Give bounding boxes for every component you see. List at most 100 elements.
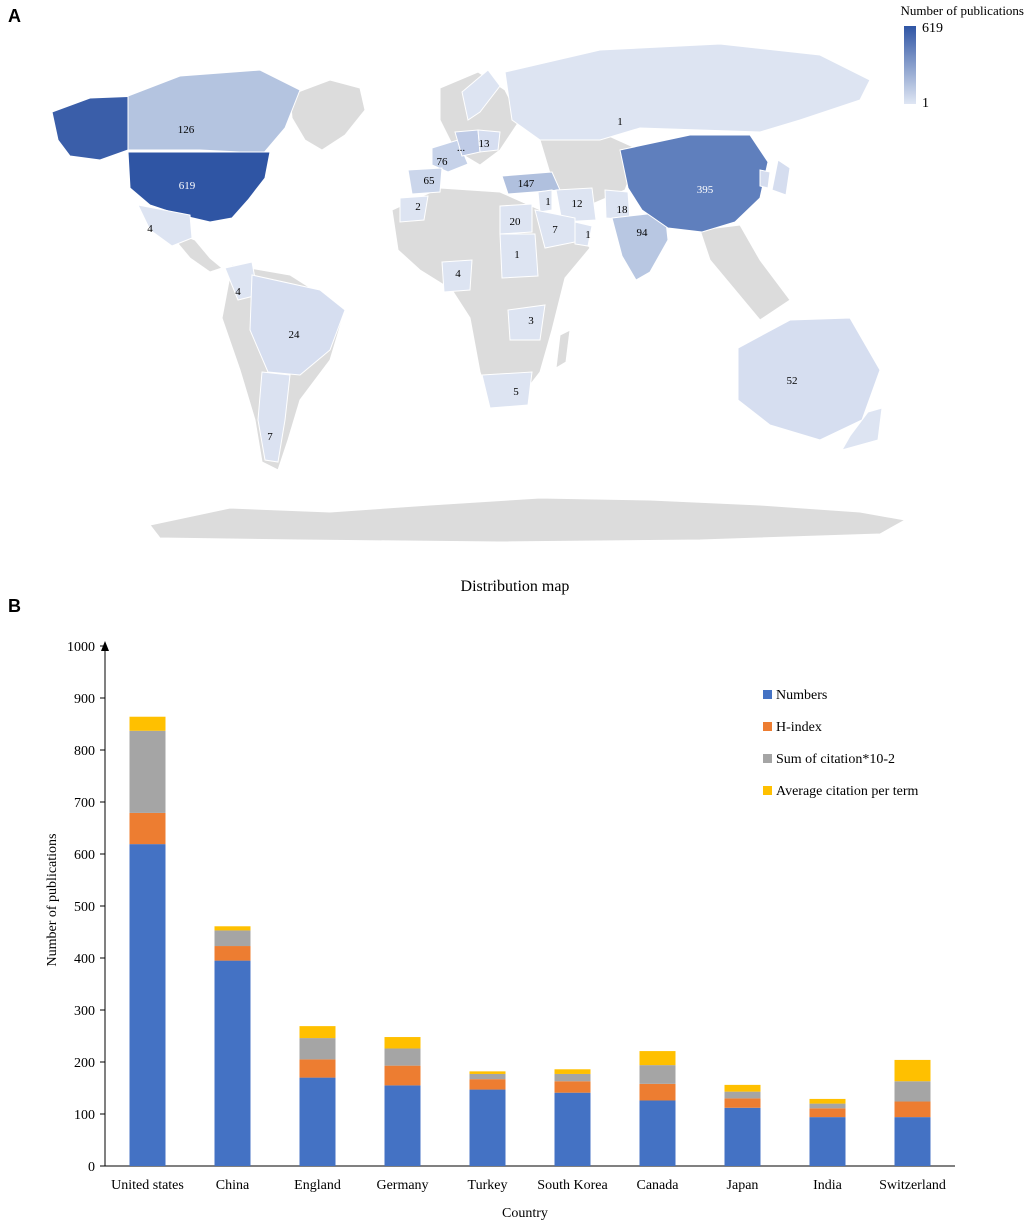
- map-morocco: [399, 195, 429, 223]
- bar-segment: [384, 1048, 421, 1066]
- legend-label: Average citation per term: [776, 784, 919, 799]
- map-value-label: 2: [415, 201, 421, 213]
- map-value-label: 24: [289, 329, 301, 341]
- bar-segment: [299, 1026, 336, 1039]
- bar-segment: [129, 730, 166, 813]
- map-antarctica: [149, 497, 907, 543]
- map-legend-min: 1: [922, 96, 929, 111]
- y-tick-label: 300: [74, 1004, 95, 1019]
- map-value-label: 7: [552, 224, 558, 236]
- map-value-label: 619: [179, 180, 196, 192]
- bar-segment: [894, 1101, 931, 1118]
- map-value-label: 4: [455, 268, 461, 280]
- x-tick-label: Switzerland: [879, 1178, 946, 1193]
- x-tick-label: Japan: [727, 1178, 759, 1193]
- map-value-label: 147: [518, 178, 535, 190]
- bar-segment: [384, 1085, 421, 1166]
- map-se-asia: [699, 224, 791, 321]
- map-argentina: [257, 371, 291, 463]
- panel-a-label: A: [8, 6, 21, 26]
- panel-b-label: B: [8, 596, 21, 616]
- bar-segment: [809, 1103, 846, 1109]
- map-france: [431, 139, 469, 173]
- bar-segment: [894, 1081, 931, 1102]
- bar-segment: [384, 1065, 421, 1086]
- bar-segment: [554, 1073, 591, 1082]
- map-greenland: [289, 79, 366, 151]
- legend-swatch: [763, 786, 772, 795]
- map-congo: [441, 259, 473, 293]
- map-canada: [127, 69, 301, 156]
- y-tick-label: 500: [74, 900, 95, 915]
- map-value-label: 1: [514, 249, 520, 261]
- map-mexico: [137, 204, 193, 247]
- map-russia: [504, 43, 871, 141]
- bar-chart: 0 100 200 300 400 500 600 700 800 900 1000 United …: [0, 615, 1030, 1223]
- bar-segment: [469, 1071, 506, 1074]
- legend-swatch: [763, 722, 772, 731]
- bar-segment: [639, 1083, 676, 1101]
- bar-segment: [469, 1073, 506, 1080]
- map-legend-title: Number of publications: [900, 3, 1024, 18]
- x-tick-label: China: [216, 1178, 250, 1193]
- map-value-label: 12: [572, 198, 583, 210]
- y-tick-label: 200: [74, 1056, 95, 1071]
- y-tick-label: 0: [88, 1160, 95, 1175]
- map-china: [619, 134, 769, 233]
- y-tick-label: 800: [74, 744, 95, 759]
- bar-segment: [809, 1108, 846, 1118]
- x-tick-label: Germany: [376, 1178, 428, 1193]
- map-value-label: 7: [267, 431, 273, 443]
- y-tick-label: 600: [74, 848, 95, 863]
- bar-segment: [129, 844, 166, 1166]
- bar-segment: [724, 1084, 761, 1092]
- map-value-label: 3: [528, 315, 534, 327]
- y-tick-label: 100: [74, 1108, 95, 1123]
- bar-segment: [299, 1077, 336, 1166]
- map-value-label: 76: [437, 156, 449, 168]
- bar-segment: [894, 1059, 931, 1082]
- bar-segment: [639, 1100, 676, 1166]
- x-axis-title: Country: [502, 1206, 548, 1221]
- map-value-label: 18: [617, 204, 629, 216]
- map-title: Distribution map: [460, 578, 570, 595]
- map-legend-max: 619: [922, 21, 943, 36]
- bar-segment: [214, 960, 251, 1166]
- x-tick-label: India: [813, 1178, 843, 1193]
- x-tick-label: England: [294, 1178, 341, 1193]
- map-south-africa: [481, 371, 533, 409]
- legend-label: Sum of citation*10-2: [776, 752, 895, 767]
- y-tick-label: 900: [74, 692, 95, 707]
- bar-segment: [214, 946, 251, 961]
- map-japan: [771, 159, 791, 196]
- map-value-label: 4: [235, 286, 241, 298]
- bar-segment: [299, 1038, 336, 1060]
- map-legend-color-bar: [904, 26, 916, 104]
- map-poland: [477, 129, 501, 153]
- y-tick-label: 700: [74, 796, 95, 811]
- map-scandinavia: [461, 69, 501, 121]
- bar-segment: [639, 1065, 676, 1084]
- bar-segment: [809, 1117, 846, 1166]
- bar-segment: [809, 1098, 846, 1104]
- bar-segment: [129, 812, 166, 845]
- map-australia: [737, 317, 881, 441]
- map-egypt: [499, 203, 533, 235]
- bar-segment: [214, 930, 251, 947]
- map-oman: [574, 221, 593, 247]
- map-value-label: 13: [479, 138, 491, 150]
- bar-segment: [724, 1107, 761, 1166]
- bar-segment: [469, 1089, 506, 1166]
- x-tick-label: Turkey: [468, 1178, 508, 1193]
- map-value-label: 1: [545, 196, 551, 208]
- map-value-label: 94: [637, 227, 649, 239]
- map-value-label: 52: [787, 375, 798, 387]
- legend-label: Numbers: [776, 688, 827, 703]
- map-value-label: 65: [424, 175, 436, 187]
- bar-chart-svg: 0 100 200 300 400 500 600 700 800 900 1000 United …: [45, 640, 955, 1221]
- map-value-label: 126: [178, 124, 195, 136]
- map-brazil: [249, 274, 346, 376]
- map-labels: 619 395 147 126 94 76 65 52 24 20 18 13 …: [147, 116, 797, 443]
- x-tick-label: South Korea: [537, 1178, 608, 1193]
- bar-segment: [724, 1091, 761, 1099]
